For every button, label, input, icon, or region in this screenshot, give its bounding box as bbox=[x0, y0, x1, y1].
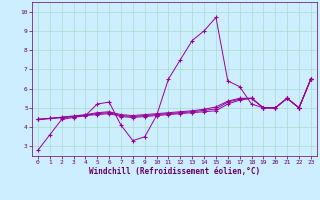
X-axis label: Windchill (Refroidissement éolien,°C): Windchill (Refroidissement éolien,°C) bbox=[89, 167, 260, 176]
